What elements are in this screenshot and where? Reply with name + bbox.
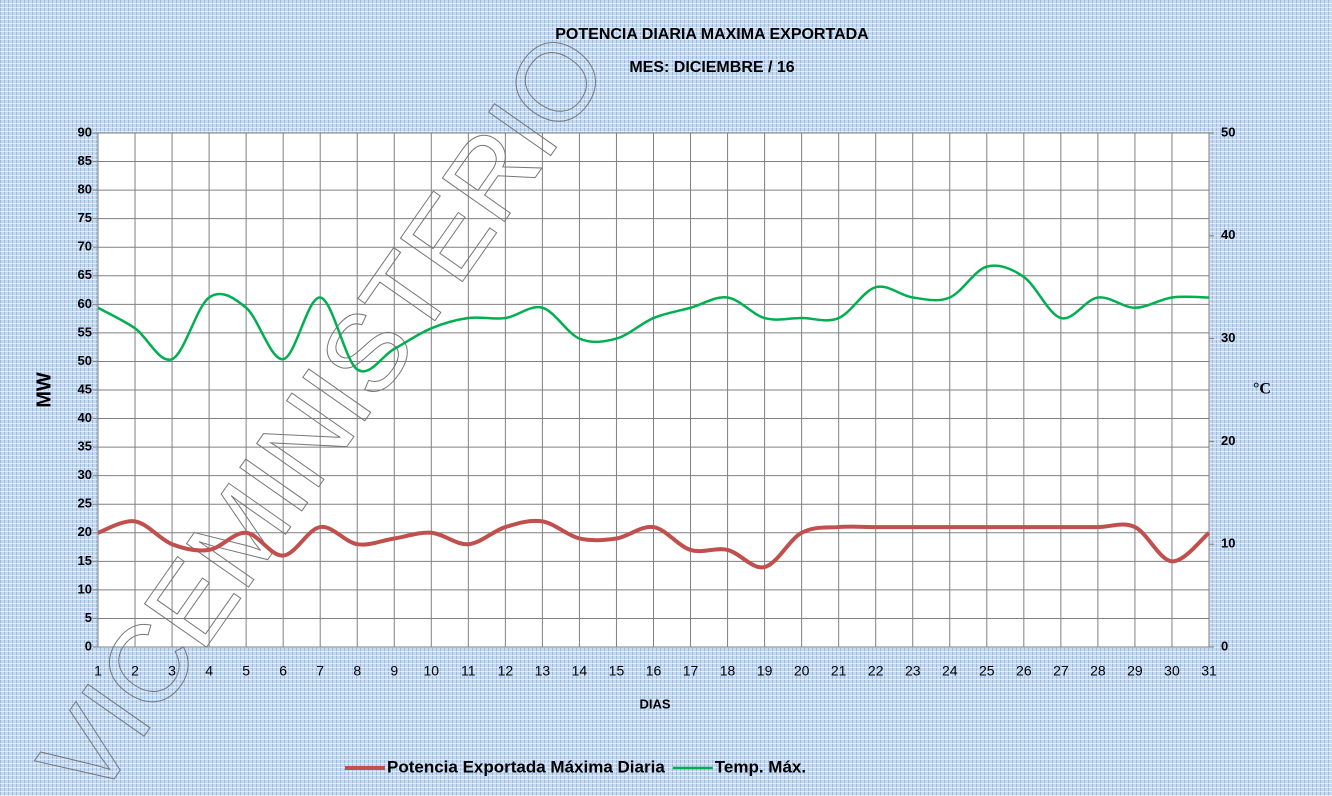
y-tick-label: 5 <box>85 610 92 625</box>
x-tick-label: 27 <box>1053 663 1069 679</box>
y2-tick-label: 0 <box>1221 638 1228 653</box>
y-tick-label: 10 <box>78 581 92 596</box>
y-tick-label: 30 <box>78 467 92 482</box>
x-tick-label: 8 <box>353 663 361 679</box>
x-tick-label: 3 <box>168 663 176 679</box>
y-tick-label: 20 <box>78 524 92 539</box>
y-tick-label: 70 <box>78 239 92 254</box>
y2-axis-label: °C <box>1253 381 1271 398</box>
y2-tick-label: 50 <box>1221 124 1235 139</box>
legend-label: Potencia Exportada Máxima Diaria <box>387 757 665 776</box>
y-tick-label: 75 <box>78 210 92 225</box>
x-tick-label: 7 <box>316 663 324 679</box>
x-tick-label: 20 <box>794 663 810 679</box>
x-tick-label: 24 <box>942 663 958 679</box>
x-tick-label: 17 <box>683 663 699 679</box>
y-tick-label: 35 <box>78 439 92 454</box>
x-tick-label: 1 <box>94 663 102 679</box>
x-tick-label: 29 <box>1127 663 1143 679</box>
y2-tick-label: 30 <box>1221 330 1235 345</box>
y-tick-label: 60 <box>78 296 92 311</box>
x-tick-label: 10 <box>424 663 440 679</box>
y-tick-label: 90 <box>78 124 92 139</box>
x-tick-label: 22 <box>868 663 884 679</box>
x-axis-label: DIAS <box>639 696 670 711</box>
y-tick-label: 50 <box>78 353 92 368</box>
y-tick-label: 25 <box>78 496 92 511</box>
x-tick-label: 13 <box>535 663 551 679</box>
x-tick-label: 18 <box>720 663 736 679</box>
y-tick-label: 85 <box>78 153 92 168</box>
x-tick-label: 28 <box>1090 663 1106 679</box>
series-line <box>97 518 1211 570</box>
y-tick-label: 65 <box>78 267 92 282</box>
x-tick-label: 23 <box>905 663 921 679</box>
y-tick-label: 80 <box>78 182 92 197</box>
chart-title: POTENCIA DIARIA MAXIMA EXPORTADA <box>555 26 869 43</box>
y-tick-label: 0 <box>85 638 92 653</box>
x-tick-label: 2 <box>131 663 139 679</box>
x-tick-label: 14 <box>572 663 588 679</box>
chart-subtitle: MES: DICIEMBRE / 16 <box>629 59 794 76</box>
x-tick-label: 19 <box>757 663 773 679</box>
y-tick-label: 55 <box>78 324 92 339</box>
x-tick-label: 25 <box>979 663 995 679</box>
y-axis-label: MW <box>33 372 55 408</box>
x-tick-label: 31 <box>1201 663 1217 679</box>
y2-tick-label: 10 <box>1221 536 1235 551</box>
x-tick-label: 9 <box>390 663 398 679</box>
x-tick-label: 26 <box>1016 663 1032 679</box>
y2-tick-label: 40 <box>1221 227 1235 242</box>
series-line <box>97 264 1210 373</box>
y-tick-label: 15 <box>78 553 92 568</box>
x-tick-label: 11 <box>461 663 476 679</box>
y2-tick-label: 20 <box>1221 433 1235 448</box>
legend-label: Temp. Máx. <box>715 757 806 776</box>
x-tick-label: 12 <box>498 663 514 679</box>
y-tick-label: 45 <box>78 381 92 396</box>
x-tick-label: 15 <box>609 663 625 679</box>
x-tick-label: 4 <box>205 663 213 679</box>
x-tick-label: 6 <box>279 663 287 679</box>
x-tick-label: 16 <box>646 663 662 679</box>
x-tick-label: 30 <box>1164 663 1180 679</box>
x-tick-label: 5 <box>242 663 250 679</box>
x-tick-label: 21 <box>831 663 847 679</box>
y-tick-label: 40 <box>78 410 92 425</box>
